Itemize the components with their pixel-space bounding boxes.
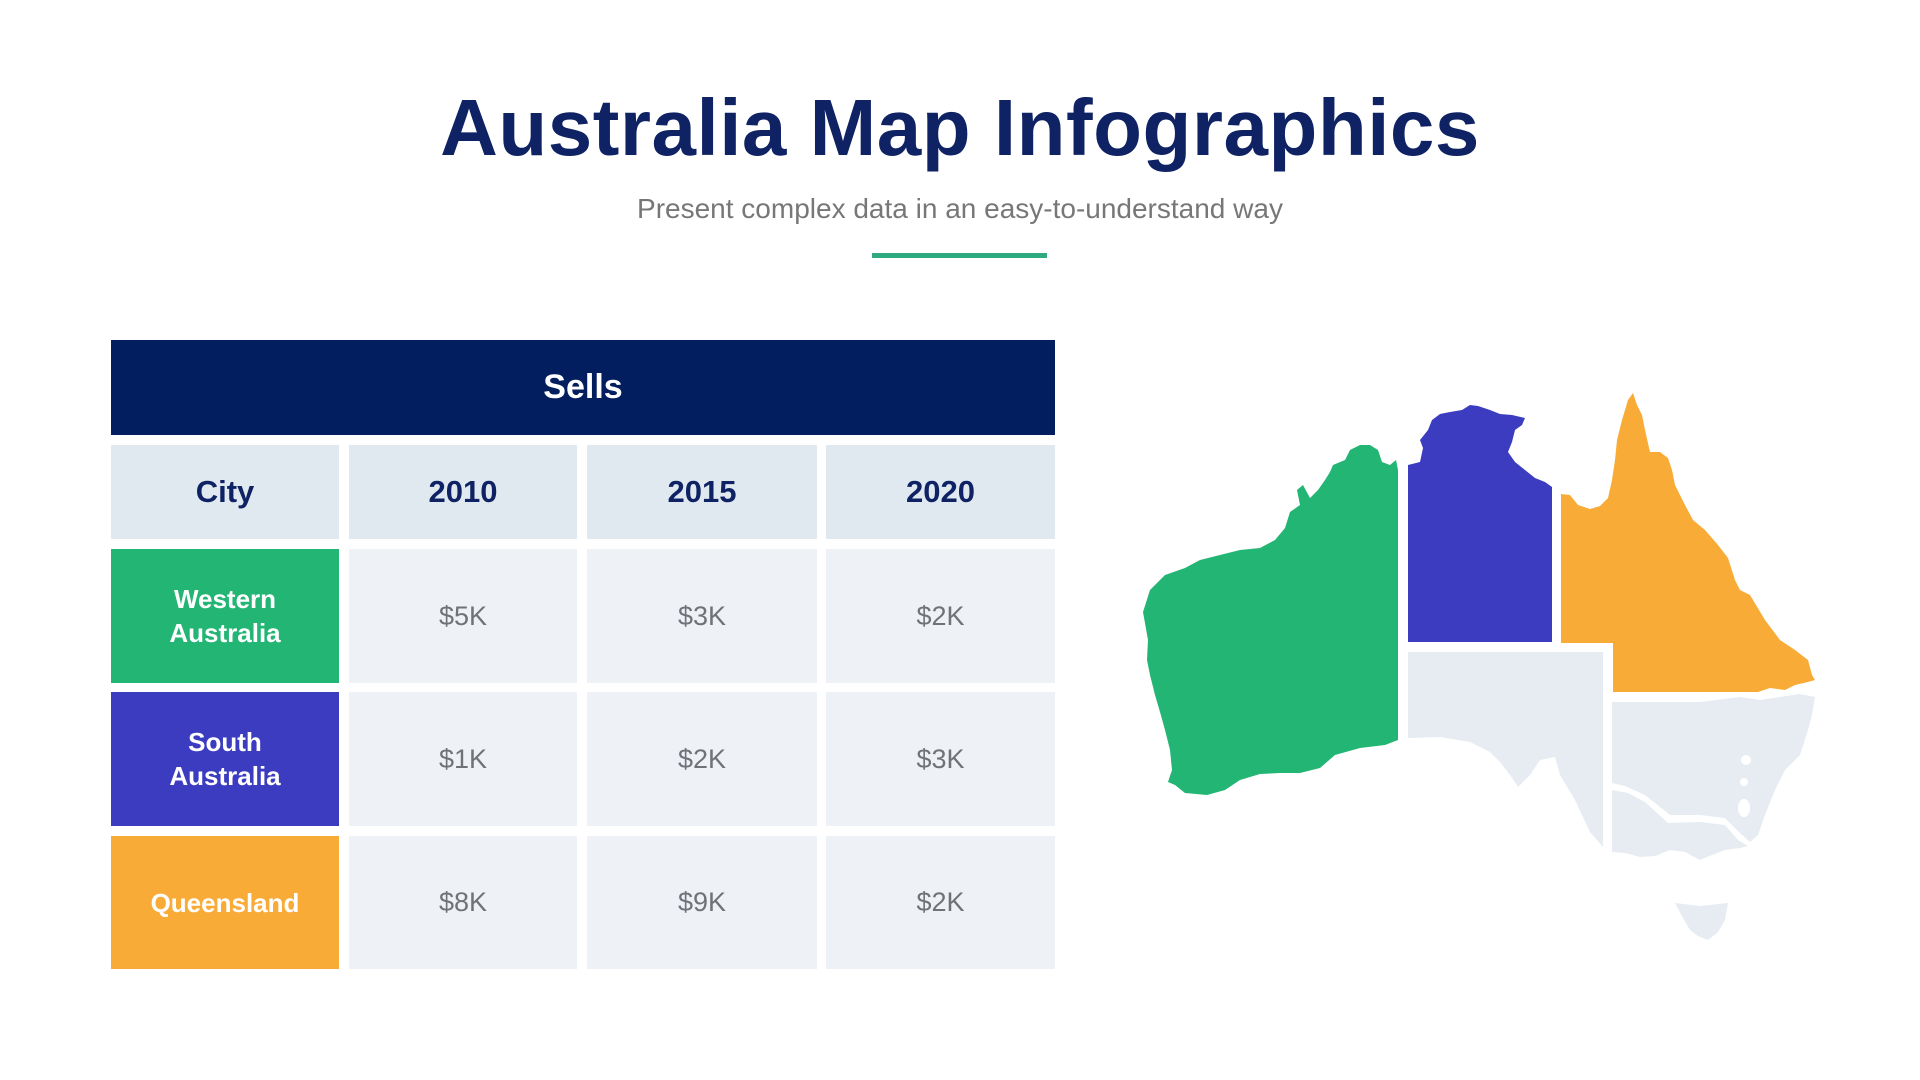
table-cell: $3K [587, 549, 817, 683]
map-region-northern-territory[interactable] [1408, 405, 1552, 642]
region-name-line1: South [188, 727, 262, 757]
map-region-south-australia[interactable] [1408, 652, 1603, 847]
page-title: Australia Map Infographics [440, 83, 1480, 172]
map-region-western-australia[interactable] [1143, 445, 1398, 795]
row-label-queensland: Queensland [111, 836, 339, 969]
table-title: Sells [111, 340, 1055, 435]
column-header-city: City [111, 445, 339, 539]
map-region-victoria[interactable] [1612, 790, 1748, 860]
region-name-line2: Australia [169, 761, 281, 791]
table-cell: $8K [349, 836, 577, 969]
table-cell: $5K [349, 549, 577, 683]
table-cell: $2K [826, 549, 1055, 683]
page-subtitle: Present complex data in an easy-to-under… [637, 193, 1283, 224]
row-label-western-australia: Western Australia [111, 549, 339, 683]
table-cell: $1K [349, 692, 577, 826]
table-cell: $2K [826, 836, 1055, 969]
column-header-2015: 2015 [587, 445, 817, 539]
column-header-2010: 2010 [349, 445, 577, 539]
region-name-line1: Western [173, 584, 277, 614]
region-name: Queensland [150, 887, 300, 918]
table-cell: $3K [826, 692, 1055, 826]
map-region-queensland[interactable] [1561, 393, 1815, 692]
table-cell: $9K [587, 836, 817, 969]
table-cell: $2K [587, 692, 817, 826]
map-region-tasmania[interactable] [1675, 903, 1728, 940]
region-name-line2: Australia [169, 618, 281, 648]
title-divider [872, 253, 1047, 258]
map-region-new-south-wales[interactable] [1612, 694, 1815, 842]
column-header-2020: 2020 [826, 445, 1055, 539]
row-label-south-australia: South Australia [111, 692, 339, 826]
